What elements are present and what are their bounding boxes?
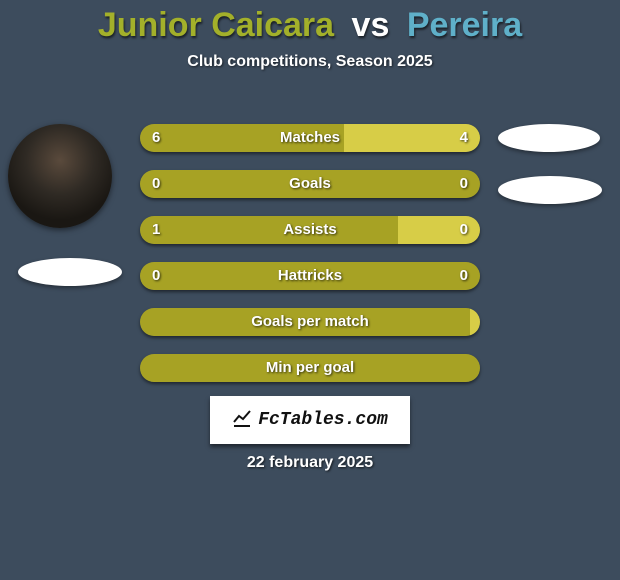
stat-value-right: 0	[460, 216, 468, 244]
stat-label: Matches	[140, 124, 480, 152]
stat-value-left: 6	[152, 124, 160, 152]
player1-name-oval	[18, 258, 122, 286]
comparison-title: Junior Caicara vs Pereira	[0, 0, 620, 45]
stat-value-left: 0	[152, 170, 160, 198]
chart-icon	[232, 408, 252, 433]
comparison-subtitle: Club competitions, Season 2025	[0, 53, 620, 71]
comparison-bars: Matches64Goals00Assists10Hattricks00Goal…	[140, 124, 480, 400]
player2-secondary-oval	[498, 176, 602, 204]
title-player1: Junior Caicara	[98, 6, 334, 44]
stat-row: Assists1 0	[140, 216, 480, 244]
stat-value-left: 0	[152, 262, 160, 290]
stat-row: Goals0 0	[140, 170, 480, 198]
stat-label: Assists	[140, 216, 480, 244]
title-vs: vs	[352, 6, 390, 44]
player1-avatar	[8, 124, 112, 228]
stat-value-right: 0	[460, 170, 468, 198]
stat-row: Hattricks0 0	[140, 262, 480, 290]
title-player2: Pereira	[407, 6, 522, 44]
stat-label: Goals	[140, 170, 480, 198]
stat-value-left: 1	[152, 216, 160, 244]
brand-text: FcTables.com	[258, 410, 388, 430]
stat-row: Min per goal	[140, 354, 480, 382]
brand-badge: FcTables.com	[210, 396, 410, 444]
stat-row: Goals per match	[140, 308, 480, 336]
stat-label: Goals per match	[140, 308, 480, 336]
player2-name-oval	[498, 124, 600, 152]
stat-label: Min per goal	[140, 354, 480, 382]
stat-value-right: 4	[460, 124, 468, 152]
stat-label: Hattricks	[140, 262, 480, 290]
stat-value-right: 0	[460, 262, 468, 290]
stat-row: Matches6 4	[140, 124, 480, 152]
footer-date: 22 february 2025	[0, 454, 620, 472]
